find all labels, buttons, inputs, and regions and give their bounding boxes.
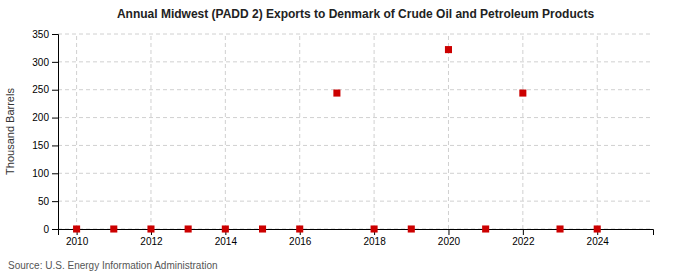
y-tick: 250 <box>32 84 58 95</box>
x-tick-label: 2024 <box>587 236 610 247</box>
y-tick: 300 <box>32 57 58 68</box>
y-tick: 100 <box>32 168 58 179</box>
y-tick-label: 250 <box>32 84 49 95</box>
y-tick-mark <box>52 118 58 119</box>
y-tick-mark <box>52 90 58 91</box>
title: Annual Midwest (PADD 2) Exports to Denma… <box>117 7 594 21</box>
x-tick-label: 2014 <box>215 236 238 247</box>
grid-line-y <box>58 201 653 202</box>
y-tick-label: 0 <box>43 224 49 235</box>
grid-line-x <box>374 34 375 229</box>
y-tick-mark <box>52 173 58 174</box>
point <box>296 225 303 232</box>
y-tick-label: 150 <box>32 140 49 151</box>
point <box>556 225 563 232</box>
y-tick-mark <box>52 34 58 35</box>
x-tick-label: 2022 <box>512 236 535 247</box>
y-tick: 350 <box>32 29 58 40</box>
x-tick: 2020 <box>438 229 461 247</box>
chart: 2010 2012 2014 2016 2018 2020 2022 2024 0 50 100 15… <box>0 0 675 275</box>
y-axis-line <box>52 35 59 230</box>
point <box>147 225 154 232</box>
y-tick-label: 100 <box>32 168 49 179</box>
x-tick-label: 2016 <box>289 236 312 247</box>
point <box>222 225 229 232</box>
grid-line-y <box>58 145 653 146</box>
point <box>371 225 378 232</box>
grid-line-y <box>58 173 653 174</box>
y-tick-mark <box>52 229 58 230</box>
y-tick: 50 <box>38 196 58 207</box>
grid-line-x <box>150 34 151 229</box>
point <box>482 225 489 232</box>
x-tick-label: 2010 <box>66 236 89 247</box>
y-tick-mark <box>52 201 58 202</box>
point <box>445 46 452 53</box>
grid-line-x <box>299 34 300 229</box>
y-tick-mark <box>52 62 58 63</box>
grid-line-y <box>58 34 653 35</box>
grid-line-y <box>58 89 653 90</box>
y-tick-label: 350 <box>32 29 49 40</box>
plot-area <box>73 46 601 232</box>
x-tick: 2022 <box>512 229 535 247</box>
grid-line-y <box>58 117 653 118</box>
x-tick-label: 2018 <box>363 236 386 247</box>
grid <box>58 34 653 229</box>
point <box>519 90 526 97</box>
point <box>73 225 80 232</box>
grid-line-x <box>76 34 77 229</box>
grid-line-x <box>448 34 449 229</box>
point <box>333 90 340 97</box>
y-tick: 200 <box>32 112 58 123</box>
grid-line-x <box>597 34 598 229</box>
y-tick-label: 200 <box>32 112 49 123</box>
point <box>259 225 266 232</box>
x-tick-label: 2012 <box>140 236 163 247</box>
y-axis: 0 50 100 150 200 250 300 350 <box>32 29 58 235</box>
x-tick-label: 2020 <box>438 236 461 247</box>
y-tick: 0 <box>43 224 58 235</box>
point <box>110 225 117 232</box>
x-tick-mark <box>523 229 524 235</box>
grid-line-x <box>522 34 523 229</box>
point <box>594 225 601 232</box>
y-tick-label: 50 <box>38 196 50 207</box>
y-tick-label: 300 <box>32 57 49 68</box>
y-tick: 150 <box>32 140 58 151</box>
point <box>408 225 415 232</box>
grid-line-x <box>225 34 226 229</box>
y-axis-label: Thousand Barrels <box>4 88 16 175</box>
annotation: Source: U.S. Energy Information Administ… <box>8 260 218 271</box>
grid-line-y <box>58 61 653 62</box>
x-tick-mark <box>448 229 449 235</box>
point <box>185 225 192 232</box>
y-tick-mark <box>52 145 58 146</box>
